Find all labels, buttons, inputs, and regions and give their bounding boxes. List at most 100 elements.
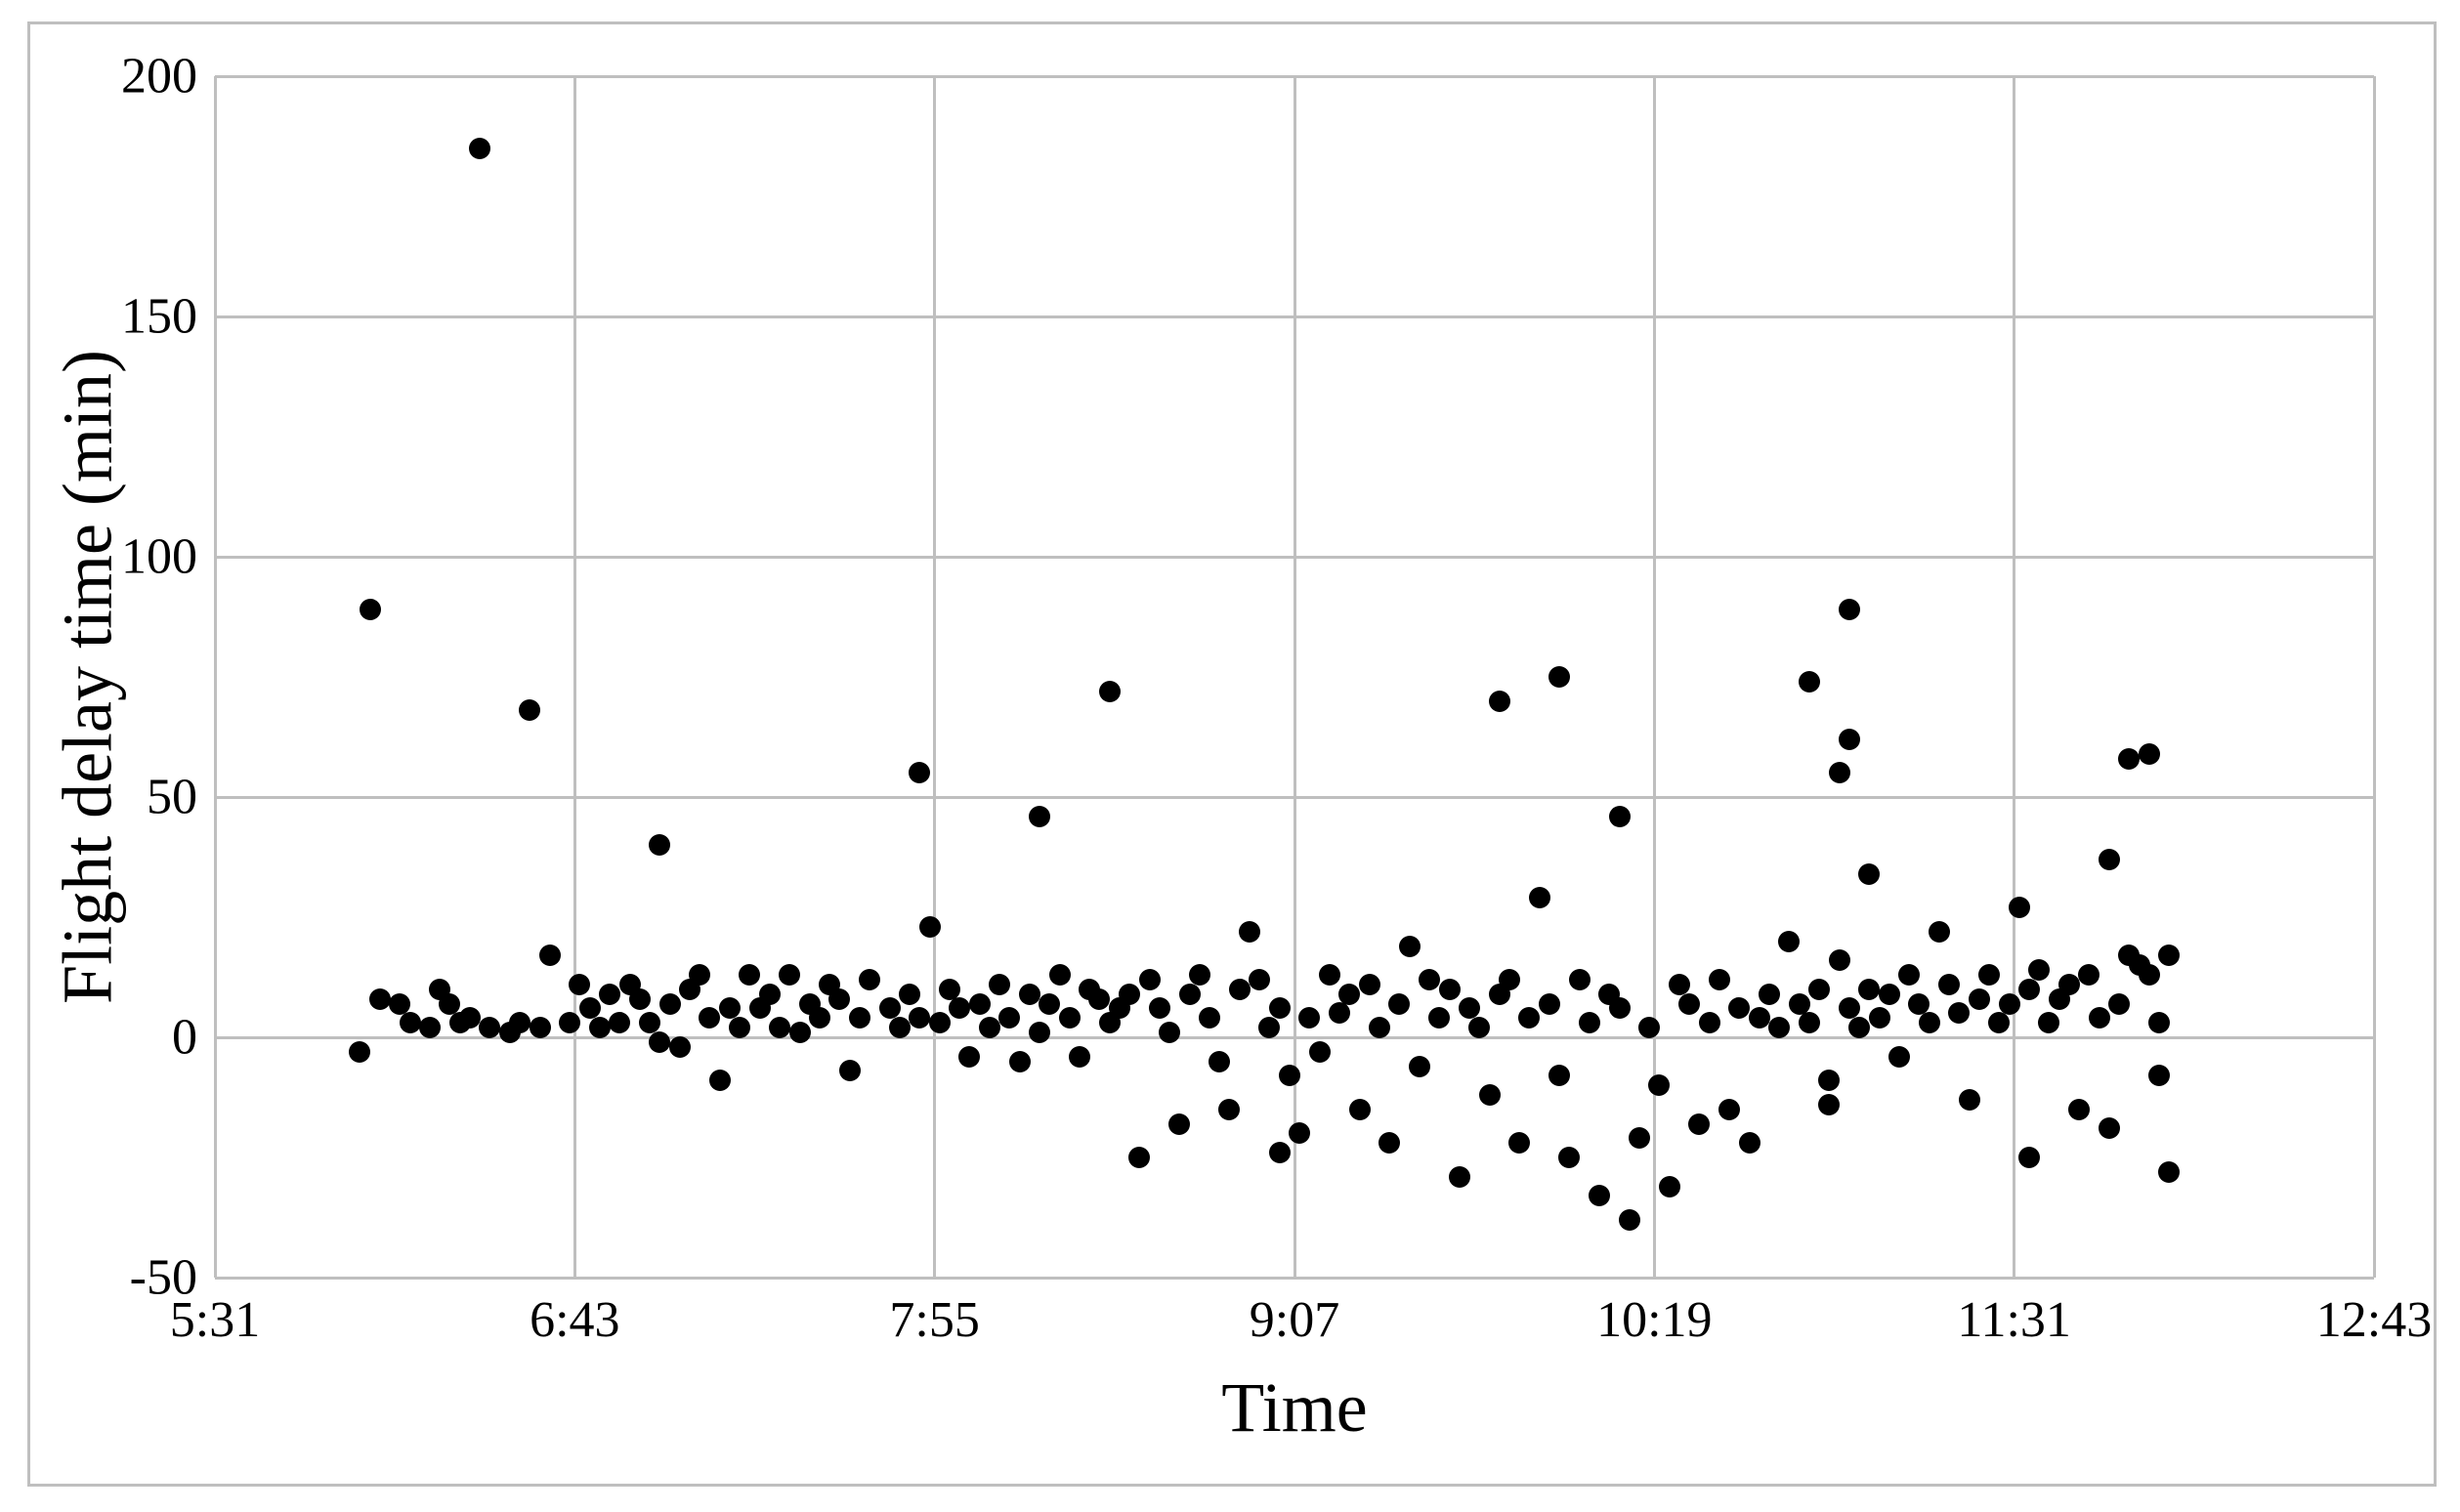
scatter-point: [629, 988, 651, 1010]
scatter-point: [589, 1017, 611, 1038]
scatter-point: [1959, 1089, 1980, 1111]
scatter-point: [1808, 979, 1830, 1000]
scatter-point: [1948, 1002, 1970, 1024]
scatter-point: [1839, 997, 1860, 1019]
scatter-point: [1749, 1007, 1770, 1029]
scatter-point: [1609, 806, 1631, 827]
scatter-point: [569, 974, 590, 995]
scatter-point: [1119, 984, 1140, 1005]
scatter-point: [1239, 921, 1260, 943]
scatter-point: [2148, 1065, 2170, 1086]
scatter-point: [1858, 979, 1880, 1000]
scatter-point: [1059, 1007, 1081, 1029]
scatter-point: [1159, 1022, 1180, 1043]
x-tick-label: 11:31: [1957, 1291, 2071, 1349]
scatter-point: [469, 138, 490, 159]
scatter-point: [1839, 599, 1860, 620]
scatter-point: [1629, 1127, 1650, 1149]
scatter-point: [1189, 964, 1210, 986]
scatter-point: [1149, 997, 1170, 1019]
scatter-point: [719, 997, 741, 1019]
scatter-point: [639, 1012, 660, 1033]
scatter-point: [1518, 1007, 1540, 1029]
scatter-point: [1289, 1122, 1310, 1144]
scatter-point: [1969, 988, 1990, 1010]
scatter-point: [1858, 863, 1880, 885]
scatter-point: [1609, 997, 1631, 1019]
scatter-point: [1818, 1094, 1840, 1115]
scatter-point: [1099, 681, 1121, 702]
scatter-point: [1869, 1007, 1890, 1029]
scatter-point: [1778, 931, 1800, 952]
scatter-point: [809, 1007, 830, 1029]
y-axis-title: Flight delay time (min): [48, 350, 129, 1004]
scatter-point: [2099, 1117, 2120, 1139]
scatter-point: [2108, 993, 2130, 1015]
scatter-point: [2158, 1161, 2180, 1183]
scatter-point: [1029, 1022, 1050, 1043]
scatter-point: [1329, 1002, 1350, 1024]
scatter-point: [1938, 974, 1960, 995]
scatter-point: [1558, 1147, 1580, 1168]
scatter-point: [1688, 1113, 1710, 1135]
scatter-point: [859, 969, 880, 990]
y-tick-label: 150: [121, 288, 197, 346]
scatter-point: [909, 1007, 930, 1029]
scatter-point: [979, 1017, 1000, 1038]
scatter-point: [1369, 1017, 1390, 1038]
scatter-point: [1508, 1132, 1530, 1154]
scatter-point: [1569, 969, 1591, 990]
scatter-point: [779, 964, 800, 986]
scatter-point: [1309, 1041, 1331, 1063]
scatter-point: [1799, 671, 1820, 693]
scatter-point: [1229, 979, 1251, 1000]
scatter-point: [1818, 1070, 1840, 1091]
scatter-point: [1479, 1084, 1501, 1106]
x-gridline: [2013, 76, 2015, 1278]
scatter-point: [1359, 974, 1380, 995]
scatter-point: [759, 984, 781, 1005]
scatter-point: [1179, 984, 1201, 1005]
scatter-point: [1269, 1142, 1291, 1163]
scatter-point: [729, 1017, 750, 1038]
scatter-point: [459, 1007, 481, 1029]
scatter-point: [958, 1046, 980, 1068]
scatter-point: [1579, 1012, 1600, 1033]
y-tick-label: 200: [121, 48, 197, 105]
scatter-point: [609, 1012, 630, 1033]
scatter-point: [669, 1036, 691, 1058]
scatter-point: [649, 1031, 670, 1053]
scatter-point: [1298, 1007, 1320, 1029]
scatter-point: [969, 993, 991, 1015]
scatter-point: [889, 1017, 911, 1038]
scatter-point: [1678, 993, 1700, 1015]
x-tick-label: 10:19: [1596, 1291, 1712, 1349]
x-gridline: [2373, 76, 2376, 1278]
scatter-point: [1999, 993, 2020, 1015]
scatter-point: [1378, 1132, 1400, 1154]
scatter-point: [2089, 1007, 2110, 1029]
scatter-point: [1669, 974, 1690, 995]
scatter-point: [739, 964, 760, 986]
scatter-point: [1829, 762, 1850, 783]
scatter-point: [1718, 1099, 1740, 1120]
scatter-point: [828, 988, 850, 1010]
x-tick-label: 5:31: [170, 1291, 260, 1349]
scatter-point: [1988, 1012, 2010, 1033]
scatter-point: [2118, 748, 2140, 770]
scatter-point: [1648, 1074, 1670, 1096]
scatter-point: [1879, 984, 1900, 1005]
scatter-point: [998, 1007, 1020, 1029]
scatter-point: [1209, 1051, 1230, 1072]
scatter-point: [649, 834, 670, 856]
scatter-point: [1199, 1007, 1220, 1029]
scatter-point: [1888, 1046, 1910, 1068]
scatter-point: [909, 762, 930, 783]
scatter-point: [1338, 984, 1360, 1005]
scatter-point: [939, 979, 960, 1000]
scatter-point: [1428, 1007, 1450, 1029]
scatter-point: [2028, 959, 2050, 981]
scatter-point: [2158, 945, 2180, 966]
scatter-point: [519, 699, 540, 721]
scatter-point: [1439, 979, 1461, 1000]
